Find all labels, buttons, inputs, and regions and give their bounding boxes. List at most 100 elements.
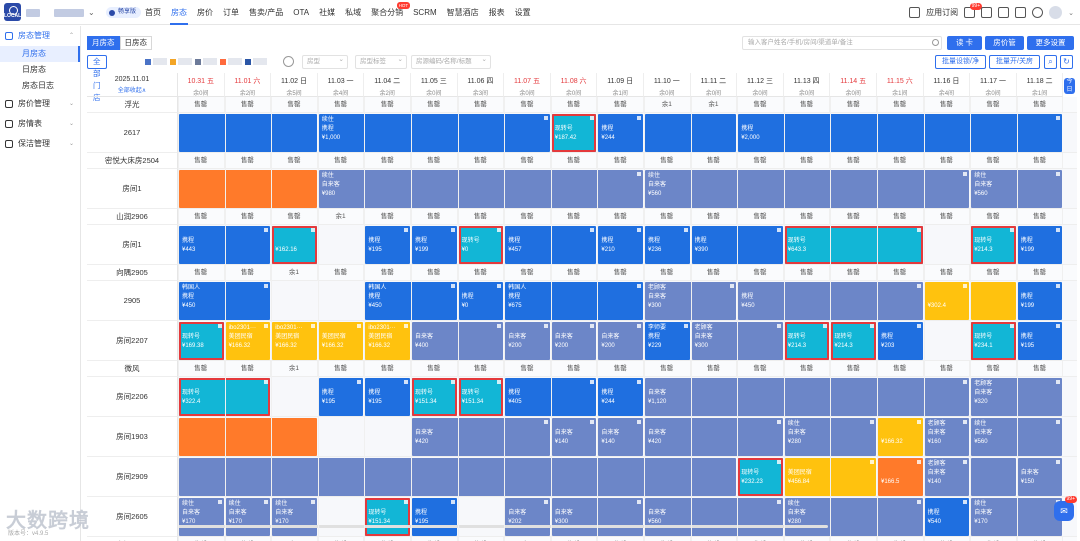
availability-cell[interactable]: 售罄 (504, 97, 551, 113)
availability-cell[interactable]: 售罄 (364, 361, 411, 377)
date-header[interactable]: 11.05 三余0间 (411, 73, 458, 97)
refresh-icon[interactable]: ↻ (1060, 55, 1073, 69)
availability-cell[interactable]: 售罄 (178, 209, 225, 225)
room-label[interactable]: 房间2206 (87, 377, 178, 417)
availability-cell[interactable]: 售罄 (411, 361, 458, 377)
room-label[interactable]: 浮光 (87, 97, 178, 113)
booking-block[interactable]: 现转号 ¥214.3 (971, 226, 1016, 264)
availability-cell[interactable]: 售罄 (877, 537, 924, 541)
availability-cell[interactable]: 售罄 (877, 209, 924, 225)
availability-cell[interactable]: 余1 (690, 97, 738, 113)
nav-item[interactable]: 智慧酒店 (446, 8, 479, 17)
more-settings-button[interactable]: 更多设置 (1027, 36, 1074, 50)
availability-cell[interactable]: 售罄 (877, 265, 924, 281)
availability-cell[interactable]: 售罄 (923, 153, 971, 169)
availability-cell[interactable]: 售罄 (597, 537, 644, 541)
availability-cell[interactable]: 售罄 (317, 265, 365, 281)
booking-block[interactable]: 自来客 ¥140 (598, 418, 643, 456)
date-header[interactable]: 11.18 二余1间 (1016, 73, 1064, 97)
booking-block[interactable]: 续住 自来客 ¥170 (971, 498, 1063, 536)
availability-cell[interactable]: 售罄 (923, 209, 971, 225)
booking-block[interactable]: 现转号 ¥151.34 (365, 498, 410, 536)
availability-cell[interactable]: 售罄 (551, 537, 598, 541)
guest-search-input[interactable]: 输入客户姓名/手机/房间/渠道单/备注 (742, 36, 942, 50)
booking-block[interactable]: 携程 ¥2,000 (738, 114, 1063, 152)
booking-block[interactable]: 自来客 ¥202 (505, 498, 550, 536)
booking-block[interactable]: 携程 ¥450 (738, 282, 923, 320)
availability-cell[interactable]: 售罄 (644, 153, 691, 169)
availability-cell[interactable]: 售罄 (225, 537, 272, 541)
bell-icon[interactable]: 99+ (964, 3, 983, 18)
availability-cell[interactable]: 余1 (317, 209, 365, 225)
availability-cell[interactable]: 售罄 (644, 361, 691, 377)
room-label[interactable]: 房间2202 (87, 537, 178, 541)
date-header[interactable]: 11.09 日余1间 (597, 73, 644, 97)
account-chevron-icon[interactable]: ⌄ (1068, 9, 1074, 17)
availability-cell[interactable]: 售罄 (923, 361, 971, 377)
availability-cell[interactable]: 售罄 (364, 209, 411, 225)
sidebar-group[interactable]: 保洁管理 ⌄ (0, 134, 80, 154)
booking-block[interactable]: 老顾客 自来客 ¥320 (971, 378, 1063, 416)
booking-block[interactable]: 携程 ¥195 (412, 498, 457, 536)
availability-cell[interactable]: 售罄 (224, 97, 272, 113)
room-label[interactable]: 房间1903 (87, 417, 178, 457)
external-link-icon[interactable] (998, 7, 1010, 18)
availability-cell[interactable]: 余1 (271, 265, 318, 281)
availability-cell[interactable]: 售罄 (317, 361, 365, 377)
sidebar-group[interactable]: 房价管理 ⌄ (0, 94, 80, 114)
availability-cell[interactable]: 余1 (644, 97, 691, 113)
availability-cell[interactable]: 售罄 (364, 97, 411, 113)
availability-cell[interactable]: 售罄 (504, 361, 551, 377)
booking-block[interactable]: 携程 ¥195 (365, 378, 410, 416)
today-jump-button[interactable]: 今日 (1064, 78, 1075, 94)
availability-cell[interactable]: 售罄 (830, 209, 877, 225)
sidebar-item[interactable]: 房态日志 (22, 81, 54, 90)
tab-month-view[interactable]: 月房态 (87, 36, 120, 50)
booking-block[interactable]: 续住 自来客 ¥980 (318, 170, 643, 208)
availability-cell[interactable]: 售罄 (1016, 209, 1064, 225)
availability-cell[interactable]: 售罄 (271, 209, 318, 225)
booking-block[interactable]: 携程 ¥540 (924, 498, 970, 536)
availability-cell[interactable]: 售罄 (970, 97, 1017, 113)
booking-block[interactable]: 携程 ¥236 (645, 226, 690, 264)
booking-block[interactable]: 现转号 ¥151.34 (458, 378, 504, 416)
sidebar-group[interactable]: 房情表 ⌄ (0, 114, 80, 134)
room-label[interactable]: 2617 (87, 113, 178, 153)
booking-block[interactable]: ibo2301··· 美团民宿 ¥166.32 (365, 322, 410, 360)
availability-cell[interactable]: 售罄 (411, 537, 458, 541)
booking-block[interactable]: 续住 自来客 ¥560 (645, 170, 970, 208)
download-icon[interactable] (981, 7, 993, 18)
avatar[interactable] (1049, 6, 1063, 19)
booking-block[interactable]: 自来客 ¥420 (645, 418, 783, 456)
booking-block[interactable] (179, 114, 317, 152)
availability-cell[interactable]: 售罄 (1016, 153, 1064, 169)
availability-cell[interactable]: 售罄 (783, 97, 831, 113)
availability-cell[interactable]: 余1 (271, 537, 318, 541)
availability-cell[interactable]: 售罄 (550, 209, 598, 225)
room-label[interactable]: 房间1 (87, 169, 178, 209)
availability-cell[interactable]: 售罄 (411, 153, 458, 169)
nav-item[interactable]: OTA (293, 8, 310, 17)
help-icon[interactable] (1032, 7, 1044, 18)
room-label[interactable]: 2905 (87, 281, 178, 321)
availability-cell[interactable]: 售罄 (411, 97, 458, 113)
availability-cell[interactable]: 售罄 (690, 361, 738, 377)
room-label[interactable]: 房间2207 (87, 321, 178, 361)
availability-cell[interactable]: 售罄 (737, 209, 784, 225)
availability-cell[interactable]: 售罄 (1016, 361, 1064, 377)
grid-apps-icon[interactable] (909, 7, 921, 18)
date-header[interactable]: 11.13 四余0间 (783, 73, 831, 97)
availability-cell[interactable]: 售罄 (644, 537, 691, 541)
availability-cell[interactable]: 售罄 (318, 537, 365, 541)
booking-block[interactable] (179, 418, 317, 456)
availability-cell[interactable]: 售罄 (877, 153, 924, 169)
availability-cell[interactable]: 售罄 (1016, 265, 1064, 281)
booking-block[interactable]: 现转号 ¥234.1 (971, 322, 1016, 360)
booking-block[interactable] (971, 458, 1016, 496)
availability-cell[interactable]: 售罄 (271, 153, 318, 169)
tab-day-view[interactable]: 日房态 (119, 36, 152, 50)
booking-block[interactable]: 携程 ¥457 (505, 226, 597, 264)
room-tag-select[interactable]: 房型标签 (355, 54, 407, 69)
booking-block[interactable]: 携程 ¥199 (412, 226, 457, 264)
sidebar-item[interactable]: 月房态 (0, 46, 80, 62)
